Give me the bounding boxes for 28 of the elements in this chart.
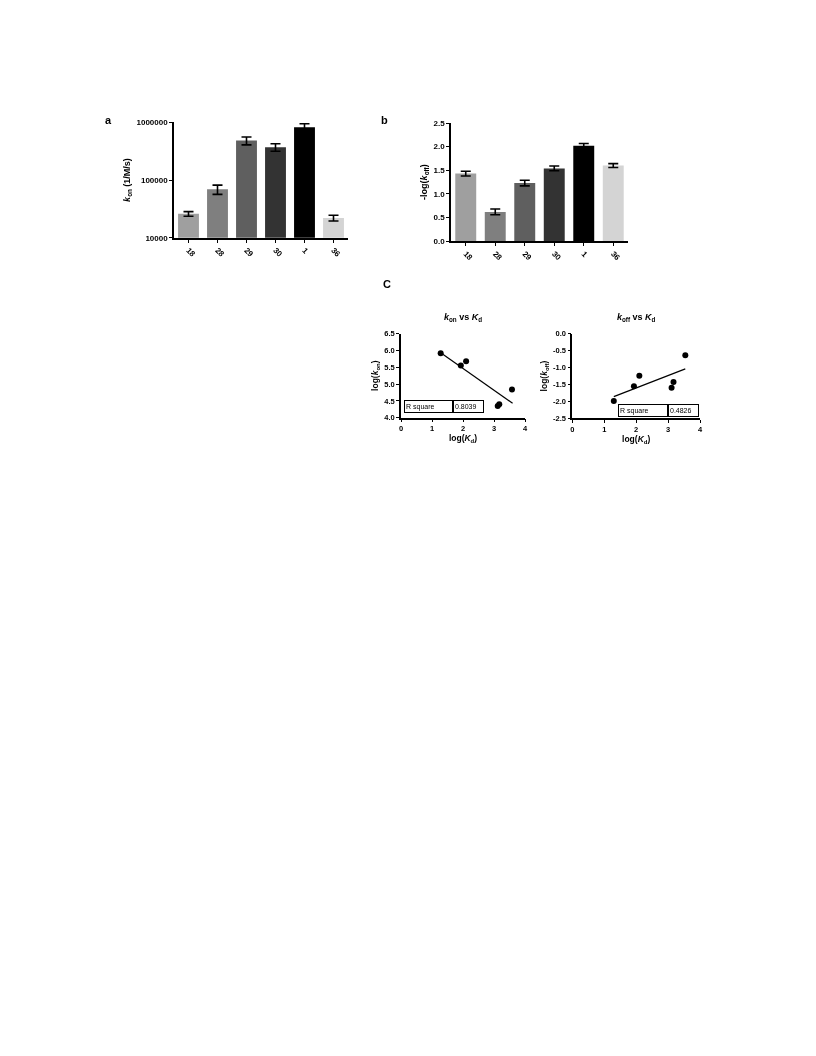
text: C bbox=[383, 278, 391, 290]
y-tick-label: 1000000 bbox=[136, 118, 169, 127]
y-tick-label: 100000 bbox=[140, 175, 169, 185]
y-tick-label: 1.0 bbox=[433, 189, 446, 199]
x-tick-label: 36 bbox=[609, 249, 623, 263]
y-tick-label: 0.0 bbox=[433, 237, 446, 246]
x-axis-title: log(K$_{d}$) bbox=[622, 434, 651, 445]
x-tick-label: 29 bbox=[520, 249, 534, 263]
x-tick-label: 1 bbox=[300, 246, 311, 256]
chart-title: k$_{on}$ vs K$_{d}$ bbox=[444, 312, 483, 323]
x-tick-label: 18 bbox=[461, 249, 475, 263]
x-tick-label: 30 bbox=[550, 249, 564, 263]
x-tick-label: 1 bbox=[579, 249, 590, 260]
y-tick-label: 1.5 bbox=[433, 166, 446, 176]
text: b bbox=[381, 114, 388, 126]
x-axis-title: log(K$_{d}$) bbox=[448, 433, 478, 445]
x-tick-label: 36 bbox=[329, 246, 343, 260]
x-tick-label: 29 bbox=[242, 246, 256, 260]
text: a bbox=[105, 114, 112, 126]
x-tick-label: 30 bbox=[271, 246, 285, 260]
y-tick-label: 2.5 bbox=[433, 118, 446, 128]
y-tick-label: 0.5 bbox=[433, 213, 446, 223]
x-tick-label: 28 bbox=[491, 249, 505, 263]
x-tick-label: 28 bbox=[213, 246, 227, 260]
y-tick-label: 2.0 bbox=[433, 142, 446, 152]
y-tick-label: 10000 bbox=[145, 233, 169, 243]
x-tick-label: 18 bbox=[184, 246, 198, 260]
chart-title: k$_{off}$ vs K$_{d}$ bbox=[617, 312, 656, 323]
